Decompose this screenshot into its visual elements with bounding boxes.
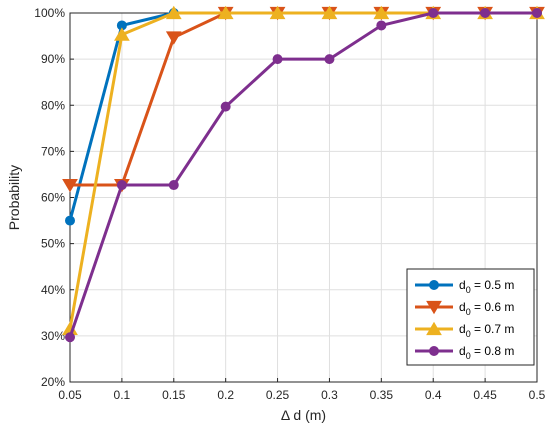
- data-point: [272, 54, 283, 65]
- x-axis: 0.05 0.1 0.15 0.2 0.25 0.3 0.35 0.4 0.45 0.5: [58, 378, 546, 402]
- data-point: [321, 5, 338, 20]
- legend: d0 = 0.5 m d0 = 0.6 m d0 = 0.7 m d0 = 0.8 m: [406, 268, 535, 366]
- x-tick-label: 0.35: [370, 388, 394, 402]
- legend-swatch-marker: [426, 321, 442, 336]
- data-point: [65, 215, 75, 226]
- series-line: [68, 11, 537, 338]
- series-layer: [62, 5, 545, 343]
- legend-label: d0 = 0.6 m: [459, 300, 514, 317]
- y-tick-label: 90%: [41, 52, 65, 66]
- y-tick-label: 70%: [41, 144, 65, 158]
- data-point: [116, 180, 127, 191]
- x-tick-label: 0.25: [266, 388, 290, 402]
- legend-swatch-marker: [426, 300, 442, 315]
- series-2: [62, 6, 545, 193]
- x-tick-label: 0.4: [425, 388, 442, 402]
- data-point: [220, 101, 231, 112]
- legend-swatch-marker: [429, 280, 439, 290]
- data-point: [376, 20, 387, 31]
- y-axis: 20% 30% 40% 50% 60% 70% 80% 90% 100%: [34, 6, 74, 389]
- series-line: [70, 11, 537, 187]
- data-point: [217, 5, 234, 20]
- legend-label: d0 = 0.7 m: [459, 322, 514, 339]
- data-point: [324, 54, 335, 65]
- data-point: [65, 332, 75, 343]
- x-tick-label: 0.15: [162, 388, 186, 402]
- legend-item: d0 = 0.7 m: [415, 321, 514, 339]
- legend-item: d0 = 0.6 m: [415, 300, 514, 317]
- data-point: [373, 5, 390, 20]
- legend-label: d0 = 0.5 m: [459, 278, 514, 295]
- y-tick-label: 100%: [34, 6, 65, 20]
- series-4: [65, 8, 542, 343]
- data-point: [480, 8, 491, 18]
- legend-swatch-marker: [429, 346, 439, 356]
- y-tick-label: 20%: [41, 375, 65, 389]
- y-tick-label: 50%: [41, 237, 65, 251]
- x-tick-label: 0.5: [529, 388, 546, 402]
- legend-item: d0 = 0.8 m: [415, 344, 514, 361]
- series-line: [68, 11, 537, 221]
- data-point: [165, 5, 182, 20]
- data-point: [532, 8, 542, 18]
- y-tick-label: 60%: [41, 191, 65, 205]
- y-axis-title: Probability: [6, 165, 22, 230]
- x-tick-label: 0.1: [114, 388, 131, 402]
- x-tick-label: 0.3: [321, 388, 338, 402]
- y-tick-label: 30%: [41, 329, 65, 343]
- data-point: [114, 27, 130, 41]
- y-tick-label: 40%: [41, 283, 65, 297]
- x-tick-label: 0.45: [473, 388, 497, 402]
- series-1: [65, 8, 542, 226]
- data-point: [428, 8, 439, 18]
- data-point: [168, 180, 179, 191]
- data-point: [269, 5, 286, 20]
- data-point: [62, 178, 78, 193]
- x-axis-title: Δ d (m): [281, 407, 326, 423]
- data-point: [165, 31, 182, 45]
- x-tick-label: 0.2: [217, 388, 234, 402]
- y-tick-label: 80%: [41, 98, 65, 112]
- x-tick-label: 0.05: [58, 388, 82, 402]
- legend-label: d0 = 0.8 m: [459, 344, 514, 361]
- legend-item: d0 = 0.5 m: [415, 278, 514, 295]
